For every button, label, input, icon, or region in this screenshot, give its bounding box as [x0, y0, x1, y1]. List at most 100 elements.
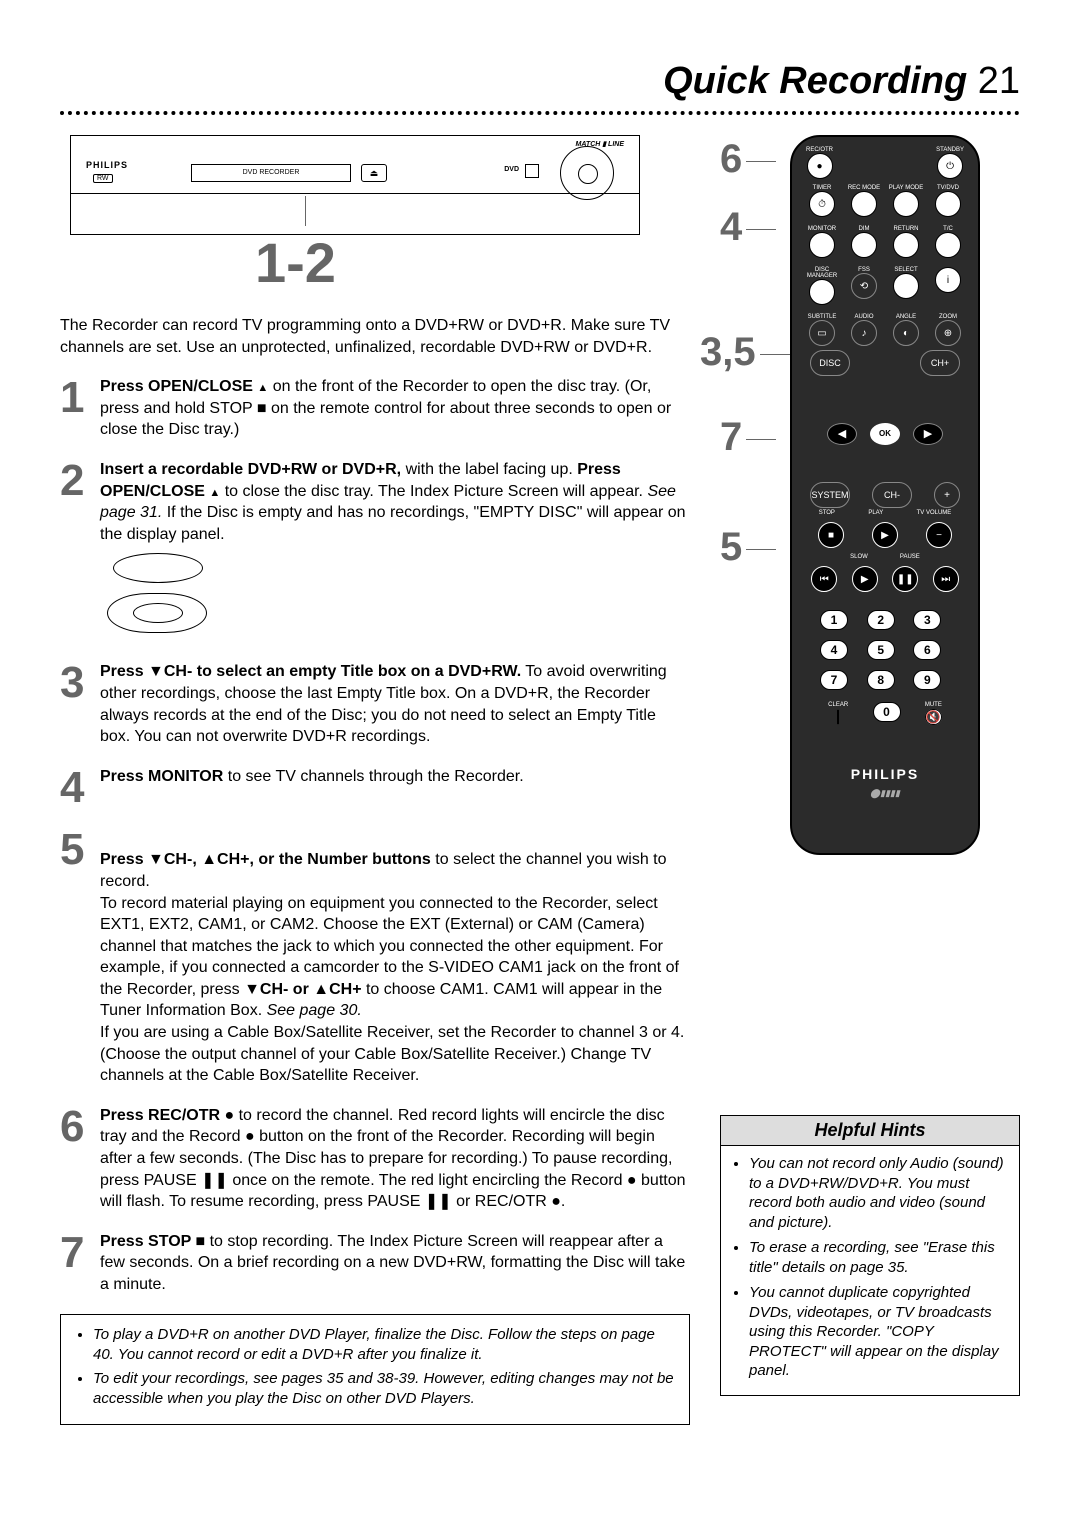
pointer-line-icon — [746, 549, 776, 550]
hints-box: Helpful Hints You can not record only Au… — [720, 1115, 1020, 1396]
prev-button-icon: ⏮ — [811, 566, 837, 592]
dotted-divider — [60, 111, 1020, 115]
pointer-label: 7 — [720, 415, 742, 459]
step-num: 5 — [60, 828, 100, 1087]
step-rest-a: with the label facing up. — [401, 461, 577, 478]
pointer-label: 6 — [720, 137, 742, 181]
pointer-line-icon — [746, 229, 776, 230]
step-3: 3 Press ▼CH- to select an empty Title bo… — [60, 661, 690, 747]
recorder-illustration-wrap: PHILIPS RW DVD RECORDER ⏏ DVD MATCH ▮ LI… — [60, 135, 690, 235]
footer-note: To play a DVD+R on another DVD Player, f… — [93, 1325, 675, 1366]
transport-row: ■ ▶ − — [792, 516, 978, 554]
num-button: 8 — [867, 670, 895, 690]
timer-button-icon: ⏱ — [809, 191, 835, 217]
footer-notes: To play a DVD+R on another DVD Player, f… — [60, 1314, 690, 1425]
page-title: Quick Recording 21 — [60, 60, 1020, 103]
angle-button-icon: ◐ — [893, 320, 919, 346]
step-7: 7 Press STOP ■ to stop recording. The In… — [60, 1231, 690, 1296]
remote-label: DISC MANAGER — [802, 267, 842, 279]
step-bold: Press OPEN/CLOSE — [100, 378, 253, 395]
pointer-6: 6 — [720, 137, 776, 182]
hint-item: You can not record only Audio (sound) to… — [749, 1154, 1007, 1232]
remote-sublabel: ⬤▮▮▮▮ — [792, 788, 978, 799]
pointer-line-icon — [746, 439, 776, 440]
volminus-button-icon: − — [926, 522, 952, 548]
recorder-tray: DVD RECORDER — [191, 164, 351, 182]
hint-item: You cannot duplicate copyrighted DVDs, v… — [749, 1283, 1007, 1381]
step-body: Press OPEN/CLOSE on the front of the Rec… — [100, 376, 690, 441]
info-button-icon: i — [935, 267, 961, 293]
chplus-button-icon: CH+ — [920, 350, 960, 376]
audio-button-icon: ♪ — [851, 320, 877, 346]
step-num: 4 — [60, 766, 100, 810]
num-button: 5 — [867, 640, 895, 660]
step-num: 7 — [60, 1231, 100, 1296]
eject-button-icon: ⏏ — [361, 164, 387, 182]
step-bold: Press ▼CH-, ▲CH+, or the Number buttons — [100, 851, 431, 868]
remote-label: PLAY — [868, 510, 883, 516]
step-body: Press MONITOR to see TV channels through… — [100, 766, 690, 810]
eject-icon — [209, 483, 220, 500]
next-button-icon: ⏭ — [933, 566, 959, 592]
chminus-button-icon: CH- — [872, 482, 912, 508]
step-body: Press ▼CH- to select an empty Title box … — [100, 661, 690, 747]
subtitle-button-icon: ▭ — [809, 320, 835, 346]
jog-dial-icon — [560, 146, 614, 200]
plus-button-icon: + — [934, 482, 960, 508]
step-rest-b: to close the disc tray. The Index Pictur… — [220, 483, 647, 500]
step-6: 6 Press REC/OTR ● to record the channel.… — [60, 1105, 690, 1213]
left-arrow-icon: ◀ — [827, 423, 857, 445]
page-number: 21 — [978, 60, 1020, 102]
pointer-7: 7 — [720, 415, 776, 460]
pointer-line-icon — [746, 161, 776, 162]
hint-item: To erase a recording, see "Erase this ti… — [749, 1238, 1007, 1277]
disc-icon — [113, 553, 203, 583]
rec-otr-button-icon: ● — [807, 153, 833, 179]
num-button: 3 — [913, 610, 941, 630]
stop-button-icon: ■ — [818, 522, 844, 548]
recorder-dvd-label: DVD — [504, 166, 519, 173]
disc-insert-illustration — [105, 553, 215, 643]
tc-button-icon — [935, 232, 961, 258]
step-bold2: ▼CH- or ▲CH+ — [244, 981, 361, 998]
remote-button-grid: TIMER⏱ REC MODE PLAY MODE TV/DVD MONITOR… — [792, 179, 978, 346]
step-bold: Press REC/OTR ● — [100, 1107, 234, 1124]
step-rest-c: If the Disc is empty and has no recordin… — [100, 504, 686, 543]
right-arrow-icon: ▶ — [913, 423, 943, 445]
recorder-rw-badge: RW — [93, 174, 113, 183]
step-bold: Press MONITOR — [100, 768, 223, 785]
remote-illustration: REC/OTR ● STANDBY ⏻ TIMER⏱ REC MODE PLAY… — [790, 135, 980, 855]
step-italic: See page 30. — [267, 1002, 362, 1019]
hints-list: You can not record only Audio (sound) to… — [721, 1146, 1019, 1395]
monitor-button-icon — [809, 232, 835, 258]
step-rest-a: to select the channel you wish to record… — [100, 851, 679, 998]
disc-button-icon: DISC — [810, 350, 850, 376]
remote-wrap: 6 4 3,5 7 5 REC/OTR ● STANDBY ⏻ TIMER⏱ — [720, 135, 1020, 855]
step-4: 4 Press MONITOR to see TV channels throu… — [60, 766, 690, 810]
ok-button: OK — [870, 423, 900, 445]
step-body: Insert a recordable DVD+RW or DVD+R, wit… — [100, 459, 690, 545]
recorder-display-icon — [525, 164, 539, 178]
step-body: Press REC/OTR ● to record the channel. R… — [100, 1105, 690, 1213]
num-button: 2 — [867, 610, 895, 630]
intro-text: The Recorder can record TV programming o… — [60, 315, 690, 358]
num-button: 9 — [913, 670, 941, 690]
clear-button-icon — [837, 709, 839, 725]
step-num: 3 — [60, 661, 100, 747]
remote-label: SLOW — [850, 554, 868, 560]
recorder-illustration: PHILIPS RW DVD RECORDER ⏏ DVD MATCH ▮ LI… — [70, 135, 640, 235]
step-bold: Insert a recordable DVD+RW or DVD+R, — [100, 461, 401, 478]
num-button: 0 — [873, 702, 901, 722]
discmgr-button-icon — [809, 279, 835, 305]
num-button: 1 — [820, 610, 848, 630]
callout-1-2: 1-2 — [255, 230, 336, 295]
standby-button-icon: ⏻ — [937, 153, 963, 179]
step-bold: Press ▼CH- to select an empty Title box … — [100, 663, 521, 680]
step-2: 2 Insert a recordable DVD+RW or DVD+R, w… — [60, 459, 690, 545]
system-button-icon: SYSTEM — [810, 482, 850, 508]
remote-label: CLEAR — [828, 702, 848, 708]
step-body: Press STOP ■ to stop recording. The Inde… — [100, 1231, 690, 1296]
step-5: 5 Press ▼CH-, ▲CH+, or the Number button… — [60, 828, 690, 1087]
num-button: 6 — [913, 640, 941, 660]
slow-button-icon: ▶ — [852, 566, 878, 592]
